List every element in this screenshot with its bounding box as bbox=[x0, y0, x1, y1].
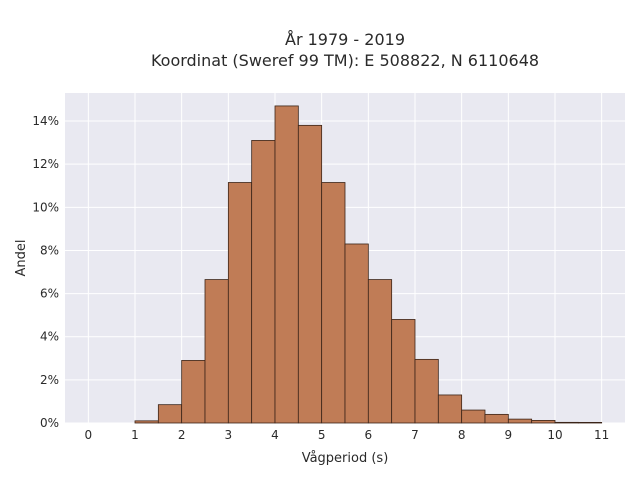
chart-subtitle: Koordinat (Sweref 99 TM): E 508822, N 61… bbox=[151, 51, 539, 70]
x-tick-label: 1 bbox=[131, 428, 139, 442]
y-tick-label: 12% bbox=[32, 157, 59, 171]
x-tick-label: 8 bbox=[458, 428, 466, 442]
histogram-bar bbox=[157, 404, 183, 424]
histogram-bar bbox=[181, 360, 206, 424]
x-tick-label: 2 bbox=[178, 428, 186, 442]
y-axis-ticks: 0% 2% 4% 6% 8% 10% 12% 14% bbox=[32, 114, 59, 430]
histogram-bar bbox=[391, 319, 416, 424]
histogram-bar bbox=[227, 182, 253, 424]
histogram-bar bbox=[297, 124, 323, 424]
histogram-bar bbox=[507, 418, 533, 424]
x-tick-label: 7 bbox=[411, 428, 419, 442]
x-axis-label: Vågperiod (s) bbox=[302, 451, 389, 466]
x-tick-label: 3 bbox=[225, 428, 233, 442]
y-tick-label: 2% bbox=[40, 373, 59, 387]
x-axis-ticks: 0 1 2 3 4 5 6 7 8 9 10 11 bbox=[85, 428, 610, 442]
y-axis-label: Andel bbox=[14, 240, 29, 277]
histogram-bar bbox=[344, 243, 369, 424]
histogram-bar bbox=[134, 420, 159, 424]
histogram-bar bbox=[204, 279, 229, 424]
histogram-bar bbox=[414, 358, 439, 424]
y-tick-label: 10% bbox=[32, 200, 59, 214]
x-tick-label: 6 bbox=[365, 428, 373, 442]
histogram-bars bbox=[134, 105, 603, 424]
x-tick-label: 11 bbox=[594, 428, 609, 442]
histogram-bar bbox=[367, 279, 393, 424]
histogram-bar bbox=[531, 420, 556, 424]
x-tick-label: 5 bbox=[318, 428, 326, 442]
histogram-bar bbox=[577, 421, 603, 424]
histogram-bar bbox=[437, 394, 463, 424]
histogram-bar bbox=[554, 421, 579, 424]
y-tick-label: 14% bbox=[32, 114, 59, 128]
histogram-bar bbox=[274, 105, 299, 424]
y-tick-label: 4% bbox=[40, 330, 59, 344]
histogram-bar bbox=[484, 413, 509, 424]
y-tick-label: 0% bbox=[40, 416, 59, 430]
y-tick-label: 6% bbox=[40, 287, 59, 301]
y-tick-label: 8% bbox=[40, 243, 59, 257]
histogram-bar bbox=[321, 182, 346, 424]
x-tick-label: 9 bbox=[505, 428, 513, 442]
chart-title: År 1979 - 2019 bbox=[285, 30, 405, 49]
histogram-bar bbox=[251, 140, 276, 424]
x-tick-label: 4 bbox=[271, 428, 279, 442]
histogram-bar bbox=[461, 409, 486, 424]
x-tick-label: 10 bbox=[547, 428, 562, 442]
x-tick-label: 0 bbox=[85, 428, 93, 442]
